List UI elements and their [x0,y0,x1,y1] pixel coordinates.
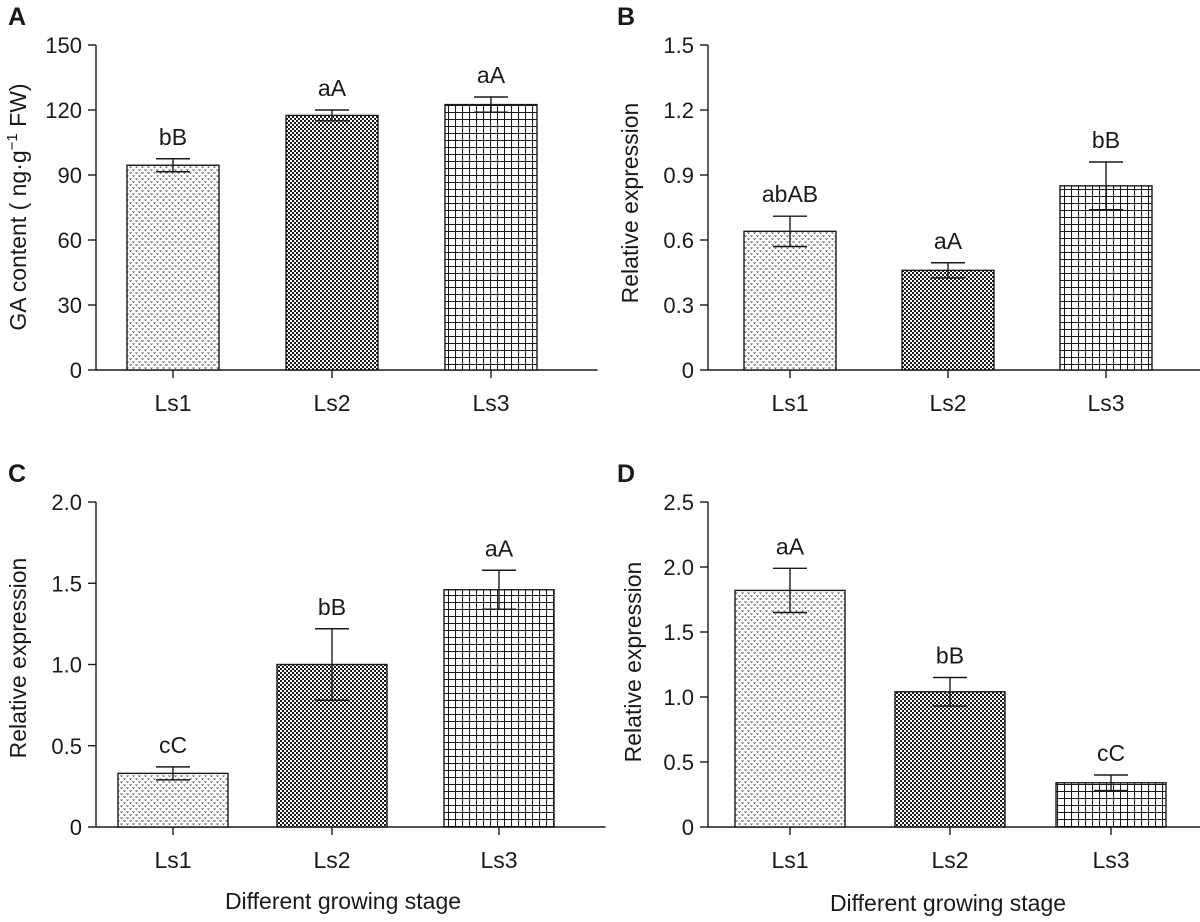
significance-label: bB [318,594,346,620]
bar [1059,185,1153,371]
significance-label: aA [318,75,347,101]
x-tick-label: Ls1 [154,847,191,873]
bar [117,772,229,828]
x-tick-label: Ls2 [929,390,966,416]
x-tick-label: Ls3 [1087,390,1124,416]
y-axis-title: Relative expression [5,558,31,759]
significance-label: bB [1092,127,1120,153]
y-tick-label: 0.5 [663,750,694,775]
y-axis-title: Relative expression [620,562,646,763]
significance-label: cC [159,732,187,758]
y-tick-label: 1.5 [51,571,82,596]
y-tick-label: 0.5 [51,734,82,759]
bar [901,269,995,371]
y-tick-label: 0 [682,358,694,383]
significance-label: bB [159,124,187,150]
y-tick-label: 2.0 [663,555,694,580]
y-tick-label: 1.2 [663,98,694,123]
y-tick-label: 0.3 [663,293,694,318]
y-tick-label: 0.6 [663,228,694,253]
y-tick-label: 2.0 [51,490,82,515]
bar [734,589,846,828]
panel-label: A [8,3,26,31]
y-tick-label: 1.5 [663,620,694,645]
significance-label: aA [485,535,514,561]
x-axis-title-left: Different growing stage [225,888,461,914]
panel-b: B 0 0.3 0.6 0.9 1.2 1.5 Relative expression abAB… [617,3,1200,416]
y-tick-label: 1.0 [663,685,694,710]
panel-label: C [8,460,26,488]
x-tick-label: Ls3 [472,390,509,416]
significance-label: aA [477,62,506,88]
y-tick-label: 120 [45,98,82,123]
bar [285,114,379,371]
x-tick-label: Ls2 [931,847,968,873]
y-tick-label: 30 [58,293,82,318]
y-axis-title: GA content ( ng·g−1 FW) [4,83,31,330]
panel-label: D [617,460,635,488]
x-tick-label: Ls1 [154,390,191,416]
y-tick-label: 1.5 [663,33,694,58]
significance-label: abAB [762,181,818,207]
x-tick-label: Ls2 [313,390,350,416]
bar [894,691,1006,828]
x-tick-label: Ls1 [771,390,808,416]
x-tick-label: Ls3 [480,847,517,873]
x-tick-label: Ls1 [771,847,808,873]
bar [126,164,220,371]
panel-a: A 0 30 60 90 120 150 GA content ( ng·g−1 FW) bB L… [4,3,598,416]
bar [444,103,538,371]
y-tick-label: 0.9 [663,163,694,188]
y-tick-label: 150 [45,33,82,58]
bar [443,589,555,828]
y-tick-label: 90 [58,163,82,188]
y-tick-label: 0 [70,815,82,840]
y-axis-title: Relative expression [617,103,643,304]
y-tick-label: 0 [70,358,82,383]
significance-label: bB [936,643,964,669]
panel-c: C 0 0.5 1.0 1.5 2.0 Relative expression cC Ls1 bB… [5,460,606,873]
y-tick-label: 1.0 [51,653,82,678]
y-tick-label: 0 [682,815,694,840]
y-tick-label: 60 [58,228,82,253]
y-tick-label: 2.5 [663,490,694,515]
significance-label: aA [776,533,805,559]
x-tick-label: Ls3 [1092,847,1129,873]
significance-label: aA [934,228,963,254]
x-tick-label: Ls2 [313,847,350,873]
panel-d: D 0 0.5 1.0 1.5 2.0 2.5 Relative expression aA Ls… [617,460,1200,873]
bar [743,230,837,371]
panel-label: B [617,3,635,31]
x-axis-title-right: Different growing stage [830,890,1066,916]
significance-label: cC [1097,740,1125,766]
